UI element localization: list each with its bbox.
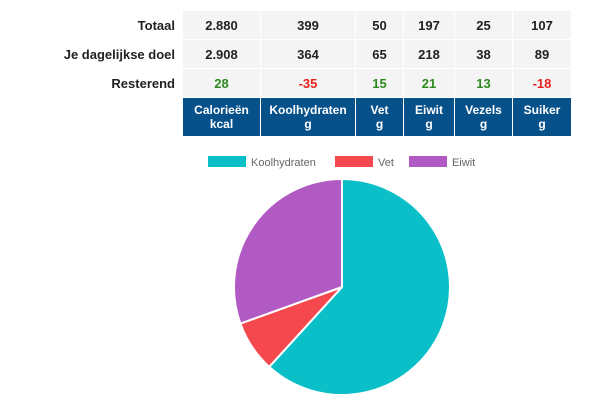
column-header-calories: Calorieën kcal: [183, 97, 261, 136]
goal-carbs: 364: [260, 39, 356, 69]
legend-swatch-koolhydraten[interactable]: [208, 156, 246, 167]
legend-label-vet[interactable]: Vet: [378, 157, 394, 169]
remaining-fat: 15: [355, 68, 404, 98]
column-unit: g: [304, 117, 312, 131]
goal-fiber: 38: [454, 39, 513, 69]
table-header-row: Calorieën kcal Koolhydraten g Vet g Eiwi…: [0, 97, 572, 136]
table-row-goal: Je dagelijkse doel 2.908 364 65 218 38 8…: [0, 39, 572, 69]
pie-slice-eiwit[interactable]: [233, 177, 343, 325]
column-name: Koolhydraten: [269, 103, 347, 117]
column-unit: g: [538, 117, 546, 131]
total-fiber: 25: [454, 11, 513, 40]
remaining-fiber: 13: [454, 68, 513, 98]
column-unit: g: [479, 117, 488, 131]
column-name: Suiker: [523, 103, 561, 117]
column-header-fat: Vet g: [355, 97, 404, 136]
table-row-total: Totaal 2.880 399 50 197 25 107: [0, 11, 572, 40]
table-row-remaining: Resterend 28 -35 15 21 13 -18: [0, 68, 572, 98]
column-name: Vezels: [465, 103, 502, 117]
row-label-remaining: Resterend: [111, 75, 175, 91]
goal-calories: 2.908: [183, 39, 261, 69]
remaining-sugar: -18: [512, 68, 572, 98]
column-header-carbs: Koolhydraten g: [260, 97, 356, 136]
remaining-protein: 21: [403, 68, 455, 98]
column-unit: kcal: [209, 117, 234, 131]
total-carbs: 399: [260, 11, 356, 40]
row-label-total: Totaal: [137, 17, 175, 33]
legend-label-koolhydraten[interactable]: Koolhydraten: [251, 157, 316, 169]
column-unit: g: [425, 117, 433, 131]
legend-label-eiwit[interactable]: Eiwit: [452, 157, 475, 169]
remaining-carbs: -35: [260, 68, 356, 98]
column-name: Calorieën: [194, 103, 249, 117]
total-fat: 50: [355, 11, 404, 40]
column-unit: g: [375, 117, 384, 131]
remaining-calories: 28: [183, 68, 261, 98]
column-header-sugar: Suiker g: [512, 97, 572, 136]
goal-protein: 218: [403, 39, 455, 69]
legend-swatch-eiwit[interactable]: [409, 156, 447, 167]
goal-sugar: 89: [512, 39, 572, 69]
goal-fat: 65: [355, 39, 404, 69]
pie-slice-koolhydraten[interactable]: [267, 177, 451, 396]
column-name: Eiwit: [414, 103, 443, 117]
column-name: Vet: [370, 103, 389, 117]
total-sugar: 107: [512, 11, 572, 40]
total-calories: 2.880: [183, 11, 261, 40]
nutrition-summary-table: Totaal 2.880 399 50 197 25 107 Je dageli…: [0, 11, 572, 136]
column-header-fiber: Vezels g: [454, 97, 513, 136]
legend-swatch-vet[interactable]: [335, 156, 373, 167]
total-protein: 197: [403, 11, 455, 40]
row-label-goal: Je dagelijkse doel: [63, 46, 175, 62]
column-header-protein: Eiwit g: [403, 97, 455, 136]
